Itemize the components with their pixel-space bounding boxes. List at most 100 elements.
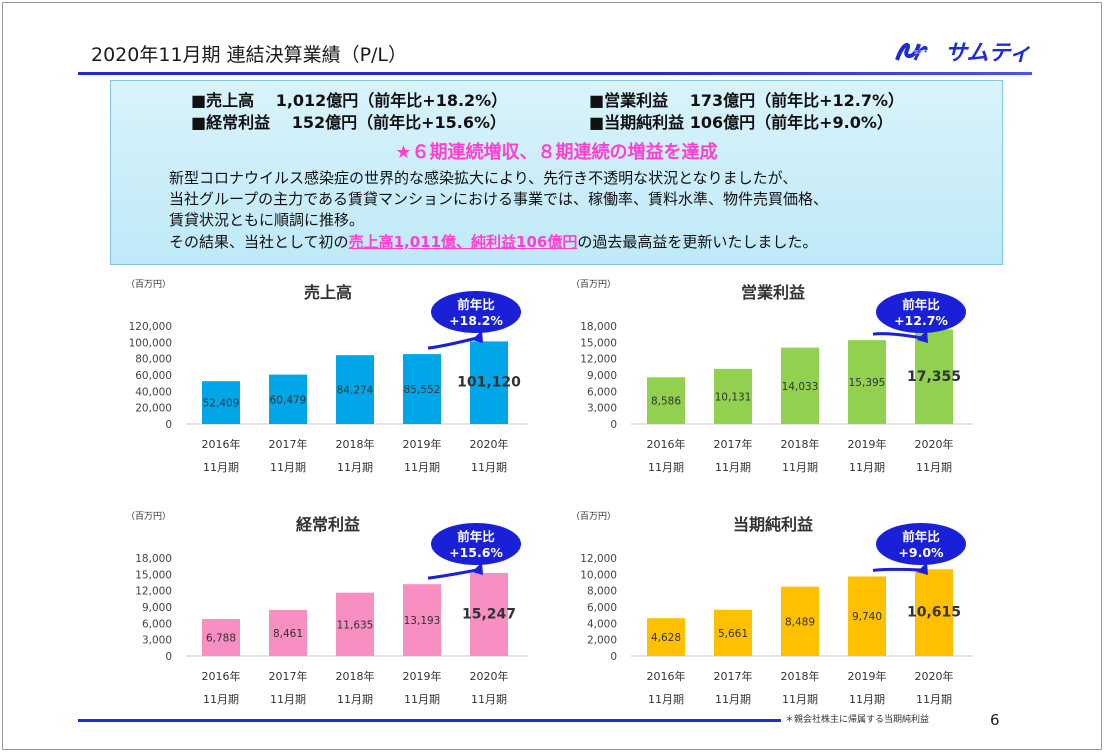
x-tick-label: 2019年: [848, 437, 887, 451]
data-label: 11,635: [337, 619, 374, 631]
x-tick-label: 2017年: [269, 437, 308, 451]
x-tick-label: 11月期: [648, 693, 684, 706]
kpi-operating-income: ■営業利益 173億円（前年比+12.7%）: [589, 91, 905, 110]
growth-arrow-shaft: [872, 567, 923, 572]
logo-mark-text: SUMTY: [914, 50, 932, 56]
x-tick-label: 11月期: [916, 693, 952, 706]
chart-title: 売上高: [304, 283, 352, 302]
data-label: 17,355: [907, 369, 961, 385]
bar: [647, 377, 685, 424]
y-tick-label: 3,000: [142, 635, 172, 647]
summary-line-2: 当社グループの主力である賃貸マンションにおける事業では、稼働率、賃料水準、物件売…: [169, 190, 828, 208]
growth-callout-value: +12.7%: [894, 313, 948, 328]
chart-unit-label: （百万円）: [126, 279, 171, 290]
chart-operating-income: （百万円） 営業利益 0 3,000 6,000 9,000 12,000 15,000 18,…: [555, 270, 985, 490]
x-tick-label: 11月期: [471, 693, 507, 706]
growth-callout-label: 前年比: [902, 529, 940, 544]
y-tick-label: 4,000: [587, 618, 617, 630]
x-tick-label: 2016年: [202, 669, 241, 683]
y-tick-label: 8,000: [587, 586, 617, 598]
x-tick-label: 11月期: [715, 693, 751, 706]
chart-ordinary-income: （百万円） 経常利益 0 3,000 6,000 9,000 12,000 15,000 18,…: [110, 502, 540, 722]
bar: [202, 381, 240, 424]
bar: [202, 619, 240, 656]
data-label: 85,552: [404, 384, 441, 396]
y-tick-label: 18,000: [580, 321, 617, 333]
chart-svg: （百万円） 経常利益 0 3,000 6,000 9,000 12,000 15,000 18,…: [126, 511, 528, 706]
growth-arrow-shaft: [427, 336, 478, 350]
x-tick-label: 11月期: [404, 693, 440, 706]
y-tick-label: 15,000: [135, 569, 172, 581]
bar: [403, 584, 441, 656]
growth-callout-label: 前年比: [902, 297, 940, 312]
growth-arrow-head-icon: [917, 330, 928, 343]
x-tick-label: 11月期: [203, 461, 239, 474]
y-tick-label: 0: [610, 419, 617, 431]
x-tick-label: 11月期: [270, 693, 306, 706]
x-tick-label: 2018年: [336, 669, 375, 683]
y-tick-label: 2,000: [587, 635, 617, 647]
growth-arrow-head-icon: [472, 330, 483, 343]
summary-highlight: 売上高1,011億、純利益106億円: [348, 233, 578, 251]
title-rule: [78, 72, 1032, 75]
summary-line-4: その結果、当社として初の売上高1,011億、純利益106億円の過去最高益を更新い…: [169, 231, 817, 252]
bar: [915, 569, 953, 656]
company-logo: SUMTY サムティ: [893, 38, 1033, 66]
summary-line-4-after: の過去最高益を更新いたしました。: [577, 233, 818, 251]
x-tick-label: 2019年: [848, 669, 887, 683]
bar: [848, 576, 886, 656]
chart-unit-label: （百万円）: [571, 279, 616, 290]
bar: [781, 347, 819, 424]
data-label: 8,489: [785, 616, 815, 628]
growth-callout-bubble: [431, 291, 521, 333]
chart-sales: （百万円） 売上高 0 20,000 40,000 60,000 80,000 100,000…: [110, 270, 540, 490]
x-tick-label: 11月期: [916, 461, 952, 474]
y-tick-label: 12,000: [580, 553, 617, 565]
x-tick-label: 11月期: [648, 461, 684, 474]
x-tick-label: 11月期: [715, 461, 751, 474]
growth-callout-bubble: [876, 523, 966, 565]
x-tick-label: 11月期: [782, 461, 818, 474]
bar: [781, 586, 819, 656]
x-tick-label: 2020年: [915, 669, 954, 683]
bar: [714, 368, 752, 424]
y-tick-label: 18,000: [135, 553, 172, 565]
y-tick-label: 100,000: [129, 337, 172, 349]
data-label: 4,628: [651, 632, 681, 644]
data-label: 101,120: [457, 375, 521, 391]
bar: [714, 609, 752, 656]
summary-line-3: 賃貸状況ともに順調に推移。: [169, 211, 365, 229]
y-tick-label: 0: [610, 651, 617, 663]
y-tick-label: 9,000: [142, 602, 172, 614]
x-tick-label: 11月期: [337, 461, 373, 474]
y-tick-label: 40,000: [135, 386, 172, 398]
x-tick-label: 2018年: [781, 669, 820, 683]
x-tick-label: 2020年: [470, 669, 509, 683]
growth-callout-value: +18.2%: [449, 313, 503, 328]
chart-svg: （百万円） 営業利益 0 3,000 6,000 9,000 12,000 15,000 18,…: [571, 279, 973, 474]
x-tick-label: 2020年: [470, 437, 509, 451]
y-tick-label: 10,000: [580, 569, 617, 581]
y-tick-label: 6,000: [142, 618, 172, 630]
y-tick-label: 6,000: [587, 602, 617, 614]
y-tick-label: 120,000: [129, 321, 172, 333]
data-label: 9,740: [852, 611, 882, 623]
data-label: 14,033: [782, 381, 819, 393]
data-label: 8,461: [273, 628, 303, 640]
data-label: 6,788: [206, 633, 236, 645]
chart-title: 経常利益: [296, 515, 360, 534]
data-label: 10,615: [907, 605, 961, 621]
data-label: 10,131: [715, 391, 752, 403]
y-tick-label: 0: [165, 651, 172, 663]
y-tick-label: 9,000: [587, 370, 617, 382]
summary-line-4-before: その結果、当社として初の: [169, 233, 349, 251]
bar: [269, 374, 307, 424]
growth-callout-bubble: [431, 523, 521, 565]
chart-unit-label: （百万円）: [571, 511, 616, 522]
x-tick-label: 2017年: [714, 669, 753, 683]
y-tick-label: 60,000: [135, 370, 172, 382]
x-tick-label: 2017年: [714, 437, 753, 451]
chart-title: 営業利益: [741, 283, 805, 302]
y-tick-label: 20,000: [135, 403, 172, 415]
